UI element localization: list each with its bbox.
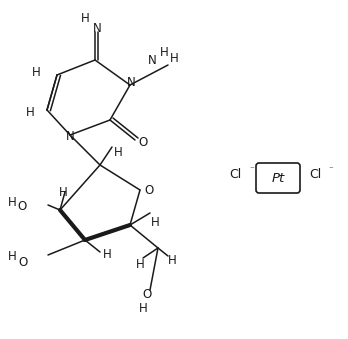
Text: H: H (103, 248, 111, 261)
Text: N: N (148, 54, 156, 66)
Text: Cl: Cl (229, 168, 241, 181)
Text: H: H (8, 196, 16, 208)
Text: H: H (26, 105, 34, 119)
Text: H: H (32, 65, 40, 79)
Text: H: H (114, 145, 122, 159)
Text: H: H (160, 45, 168, 59)
Text: H: H (139, 301, 147, 315)
Text: Cl: Cl (309, 168, 321, 181)
Text: O: O (144, 183, 153, 197)
Text: O: O (142, 288, 152, 301)
Text: ⁻: ⁻ (328, 165, 333, 175)
Text: H: H (169, 52, 179, 64)
Text: N: N (93, 21, 101, 35)
Text: H: H (81, 12, 89, 24)
Text: N: N (127, 76, 135, 88)
Text: O: O (17, 200, 27, 214)
Text: H: H (8, 251, 16, 263)
FancyBboxPatch shape (256, 163, 300, 193)
Text: H: H (151, 217, 159, 230)
Text: H: H (58, 186, 68, 199)
Text: Pt: Pt (271, 172, 285, 184)
Text: ⁻: ⁻ (249, 165, 254, 175)
Text: H: H (136, 258, 144, 271)
Text: O: O (139, 137, 148, 149)
Text: N: N (66, 129, 74, 142)
Text: H: H (168, 254, 176, 266)
Text: O: O (18, 256, 27, 268)
